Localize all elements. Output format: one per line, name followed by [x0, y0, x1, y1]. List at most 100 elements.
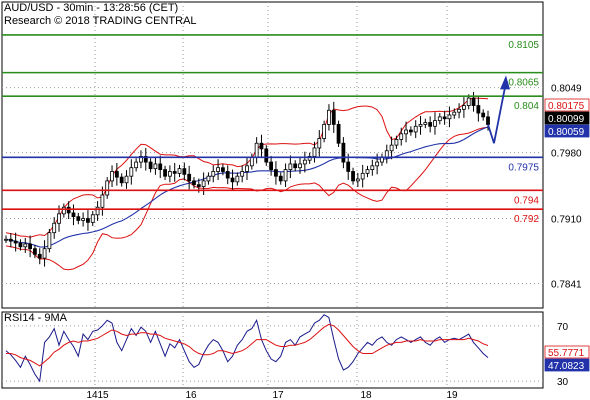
level-label: 0.7975 [508, 162, 539, 173]
candle-body [317, 138, 322, 149]
candle-body [336, 124, 341, 144]
candle-body [90, 214, 95, 223]
chart-copyright: Research © 2018 TRADING CENTRAL [4, 15, 197, 27]
level-label: 0.804 [514, 101, 539, 112]
candle-body [457, 108, 461, 113]
candle-body [81, 218, 86, 221]
candle-body [66, 206, 71, 214]
candle-body [158, 163, 163, 170]
candle-body [8, 238, 13, 242]
candle-body [408, 129, 413, 133]
candle-body [76, 216, 81, 221]
candle-body [298, 163, 302, 169]
candle-body [100, 194, 105, 208]
x-tick-label: 17 [272, 390, 284, 400]
candle-body [71, 212, 76, 218]
candle-body [351, 171, 355, 182]
candle-body [4, 238, 8, 241]
level-label: 0.8065 [508, 78, 539, 89]
candle-body [466, 97, 471, 106]
candle-body [86, 218, 90, 223]
candle-body [341, 142, 346, 163]
price-badge [544, 98, 590, 112]
candle-body [389, 144, 394, 152]
candle-body [413, 125, 418, 133]
candle-body [52, 222, 57, 234]
rsi-badge [544, 358, 590, 372]
x-tick-label: 16 [185, 390, 197, 400]
candle-body [23, 243, 28, 248]
candle-body [447, 114, 452, 120]
candle-body [211, 171, 216, 177]
chart-title: AUD/USD - 30min - 13:28:56 (CET) [4, 2, 179, 14]
candle-body [322, 124, 327, 139]
candle-body [302, 159, 307, 165]
rsi-panel-frame [1, 311, 544, 389]
candle-body [124, 175, 129, 184]
candle-body [235, 175, 240, 183]
candle-body [259, 142, 264, 150]
bollinger-lower-line [5, 126, 489, 271]
candle-body [134, 161, 139, 169]
candle-body [201, 180, 206, 187]
rsi-y-tick-label: 30 [557, 377, 569, 388]
candle-body [461, 105, 466, 110]
candle-body [105, 180, 110, 196]
candle-body [163, 169, 167, 177]
price-badge [544, 124, 590, 138]
candle-body [119, 176, 124, 184]
candle-body [153, 163, 158, 170]
rsi-badge-label: 47.0823 [548, 361, 585, 372]
candle-body [370, 165, 375, 170]
candle-body [452, 111, 457, 116]
candle-body [225, 171, 230, 179]
candle-body [177, 168, 182, 174]
projection-arrow-head [500, 75, 510, 90]
candle-body [486, 116, 490, 125]
candle-body [481, 112, 486, 118]
level-label: 0.794 [514, 195, 539, 206]
candle-body [442, 116, 447, 120]
candle-body [230, 177, 235, 183]
candle-body [182, 168, 187, 175]
candle-body [57, 213, 61, 224]
price-badge-label: 0.80175 [548, 101, 585, 112]
candle-body [129, 167, 134, 177]
candle-body [196, 184, 201, 187]
price-badge [544, 111, 590, 125]
candle-body [172, 171, 177, 174]
level-label: 0.8105 [508, 40, 539, 51]
candle-body [28, 243, 33, 250]
candle-body [476, 105, 481, 114]
price-badge-label: 0.80059 [548, 127, 585, 138]
candle-body [331, 109, 336, 125]
candle-body [37, 253, 42, 259]
candle-body [216, 167, 220, 172]
rsi-ma-line [6, 323, 489, 367]
projection-arrow-line [487, 87, 506, 144]
candle-body [240, 171, 245, 177]
price-badge-label: 0.80099 [548, 114, 585, 125]
candle-body [433, 120, 437, 127]
candle-body [167, 171, 172, 177]
candle-body [110, 171, 114, 182]
candle-body [143, 156, 148, 163]
candle-body [423, 122, 428, 125]
candle-body [33, 248, 37, 255]
candle-body [47, 232, 52, 250]
candle-body [249, 156, 254, 167]
candle-body [399, 133, 404, 140]
candle-body [220, 167, 225, 172]
candle-body [307, 156, 312, 161]
candle-body [471, 97, 476, 106]
candle-body [264, 148, 269, 163]
candle-body [312, 147, 317, 157]
rsi-badge [544, 345, 590, 359]
y-tick-label: 0.8049 [551, 84, 582, 95]
candle-body [148, 161, 153, 170]
x-tick-label: 15 [97, 390, 109, 400]
candle-body [206, 175, 211, 182]
rsi-badge-label: 55.7771 [548, 348, 585, 359]
